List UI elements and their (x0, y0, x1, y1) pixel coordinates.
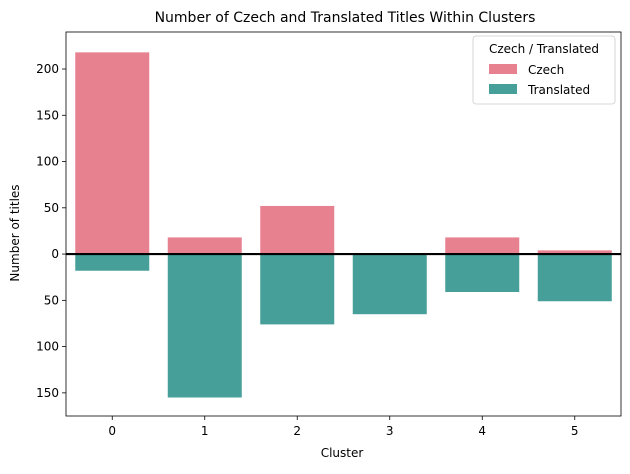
y-tick-label: 150 (36, 386, 59, 400)
bar-czech-1 (167, 237, 242, 255)
y-tick-label: 50 (44, 293, 59, 307)
y-tick-label: 0 (51, 247, 59, 261)
x-tick-label: 2 (293, 424, 301, 438)
bar-translated-1 (167, 254, 242, 398)
legend: Czech / Translated Czech Translated (472, 35, 616, 105)
y-tick-label: 100 (36, 340, 59, 354)
bar-translated-2 (260, 254, 335, 325)
x-tick-label: 0 (108, 424, 116, 438)
x-tick-label: 1 (201, 424, 209, 438)
y-tick-label: 100 (36, 155, 59, 169)
x-tick-label: 4 (478, 424, 486, 438)
x-tick-label: 3 (386, 424, 394, 438)
bar-czech-2 (260, 205, 335, 255)
bar-translated-5 (537, 254, 612, 302)
bar-translated-0 (75, 254, 150, 271)
bar-translated-4 (445, 254, 520, 293)
x-axis-label: Cluster (321, 446, 364, 460)
x-tick-label: 5 (571, 424, 579, 438)
bar-czech-0 (75, 52, 150, 255)
y-tick-label: 50 (44, 201, 59, 215)
axes-layer: 150 100 50 0 50 100 150 200 0 1 2 3 4 5 (36, 31, 622, 438)
bar-czech-5 (537, 250, 612, 255)
legend-swatch-translated (489, 84, 517, 94)
y-tick-label: 150 (36, 108, 59, 122)
bars-layer (75, 52, 612, 398)
y-tick-label: 200 (36, 62, 59, 76)
legend-title: Czech / Translated (489, 42, 599, 56)
y-axis-label: Number of titles (8, 184, 22, 281)
legend-label-translated: Translated (527, 83, 590, 97)
chart-title: Number of Czech and Translated Titles Wi… (155, 10, 536, 26)
legend-swatch-czech (489, 64, 517, 74)
plot-frame (65, 31, 622, 417)
bar-czech-4 (445, 237, 520, 255)
bar-translated-3 (352, 254, 427, 315)
legend-label-czech: Czech (528, 63, 564, 77)
